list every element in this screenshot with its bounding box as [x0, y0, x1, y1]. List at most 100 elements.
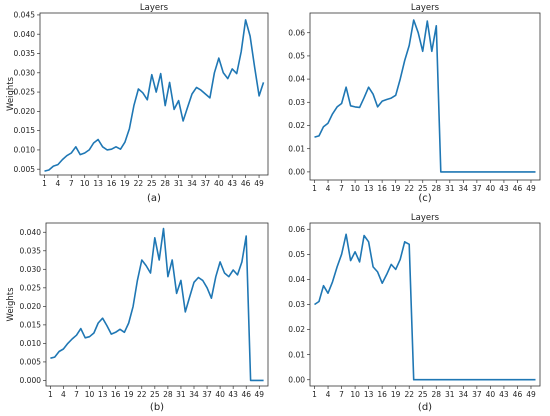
x-tick-label: 22	[404, 390, 414, 399]
y-axis-label: Weights	[6, 287, 16, 322]
x-tick-label: 7	[74, 390, 79, 399]
y-tick-label: 0.015	[14, 126, 36, 135]
x-tick-label: 25	[418, 184, 428, 193]
y-tick-label: 0.010	[20, 339, 42, 348]
plot-frame	[39, 12, 269, 176]
x-tick-label: 28	[163, 390, 173, 399]
y-tick-label: 0.03	[288, 98, 305, 107]
x-tick-label: 13	[364, 184, 374, 193]
x-tick-label: 16	[377, 390, 387, 399]
chart-title: Layers	[411, 3, 440, 13]
x-tick-label: 4	[326, 390, 331, 399]
x-tick-label: 13	[364, 390, 374, 399]
x-tick-label: 31	[174, 179, 184, 188]
x-tick-label: 46	[241, 179, 251, 188]
panel-caption: (d)	[418, 402, 432, 413]
x-tick-label: 13	[98, 390, 108, 399]
x-tick-label: 49	[526, 184, 536, 193]
x-tick-label: 43	[228, 390, 238, 399]
series-line	[50, 227, 264, 382]
panel-caption: (a)	[147, 193, 161, 204]
x-tick-label: 13	[93, 179, 103, 188]
panel-caption: (c)	[418, 193, 431, 204]
x-tick-label: 34	[459, 184, 469, 193]
x-tick-label: 37	[201, 179, 211, 188]
x-tick-label: 40	[486, 390, 496, 399]
x-tick-label: 7	[69, 179, 74, 188]
panel-caption: (b)	[150, 402, 164, 413]
y-axis-label: Weights	[6, 76, 16, 111]
chart-title: Layers	[140, 3, 169, 13]
x-tick-label: 37	[472, 390, 482, 399]
x-tick-label: 10	[85, 390, 95, 399]
y-tick-label: 0.035	[14, 49, 36, 58]
y-tick-label: 0.01	[288, 350, 305, 359]
y-tick-label: 0.025	[20, 283, 42, 292]
y-tick-label: 0.025	[14, 88, 36, 97]
x-tick-label: 22	[137, 390, 147, 399]
y-tick-label: 0.05	[288, 250, 305, 259]
y-tick-label: 0.06	[288, 225, 305, 234]
x-tick-label: 31	[445, 184, 455, 193]
x-tick-label: 28	[160, 179, 170, 188]
x-tick-label: 46	[241, 390, 251, 399]
y-tick-label: 0.040	[14, 30, 36, 39]
x-tick-label: 28	[432, 184, 442, 193]
x-tick-label: 46	[513, 184, 523, 193]
panel-b: 0.000 0.005 0.010 0.015 0.020 0.025 0.030 0.035…	[6, 222, 269, 413]
y-tick-label: 0.05	[288, 52, 305, 61]
x-tick-label: 1	[42, 179, 47, 188]
x-tick-label: 40	[214, 179, 224, 188]
chart-title: Layers	[411, 213, 440, 223]
y-tick-label: 0.040	[20, 228, 42, 237]
x-tick-label: 43	[499, 184, 509, 193]
x-tick-label: 49	[526, 390, 536, 399]
x-tick-label: 31	[445, 390, 455, 399]
x-tick-label: 40	[215, 390, 225, 399]
x-tick-label: 34	[459, 390, 469, 399]
x-tick-label: 19	[391, 184, 401, 193]
x-tick-label: 43	[227, 179, 237, 188]
panel-c: Layers 0.00 0.01 0.02 0.03 0.04 0.05 0.06 1 4 7 10 1…	[288, 3, 541, 204]
x-tick-label: 4	[55, 179, 60, 188]
x-tick-label: 16	[377, 184, 387, 193]
x-tick-label: 7	[339, 390, 344, 399]
y-tick-label: 0.000	[20, 376, 42, 385]
panel-a: Layers 0.005 0.010 0.015 0.020 0.025 0.030 0.03…	[6, 3, 269, 204]
x-tick-label: 10	[350, 184, 360, 193]
x-tick-label: 31	[176, 390, 186, 399]
y-tick-label: 0.035	[20, 246, 42, 255]
x-tick-label: 19	[391, 390, 401, 399]
y-tick-label: 0.04	[288, 275, 305, 284]
x-tick-label: 49	[254, 179, 264, 188]
plot-frame	[309, 222, 541, 387]
x-tick-label: 25	[150, 390, 160, 399]
y-tick-label: 0.04	[288, 75, 305, 84]
x-tick-label: 34	[189, 390, 199, 399]
plot-frame	[309, 12, 541, 181]
y-tick-label: 0.010	[14, 146, 36, 155]
series-line	[44, 19, 265, 172]
y-tick-label: 0.020	[20, 302, 42, 311]
series-line	[314, 19, 536, 173]
y-tick-label: 0.030	[20, 265, 42, 274]
x-tick-label: 25	[147, 179, 157, 188]
x-tick-label: 19	[120, 179, 130, 188]
x-tick-label: 22	[134, 179, 144, 188]
x-tick-label: 4	[326, 184, 331, 193]
x-tick-label: 10	[80, 179, 90, 188]
x-tick-label: 43	[499, 390, 509, 399]
y-tick-label: 0.005	[20, 358, 42, 367]
x-tick-label: 1	[312, 390, 317, 399]
y-tick-label: 0.015	[20, 320, 42, 329]
y-tick-label: 0.02	[288, 325, 305, 334]
x-tick-label: 19	[124, 390, 134, 399]
x-tick-label: 1	[312, 184, 317, 193]
series-line	[314, 233, 536, 381]
x-tick-label: 49	[255, 390, 265, 399]
y-tick-label: 0.00	[288, 167, 305, 176]
y-tick-label: 0.00	[288, 375, 305, 384]
y-tick-label: 0.030	[14, 68, 36, 77]
y-tick-label: 0.02	[288, 121, 305, 130]
x-tick-label: 37	[202, 390, 212, 399]
